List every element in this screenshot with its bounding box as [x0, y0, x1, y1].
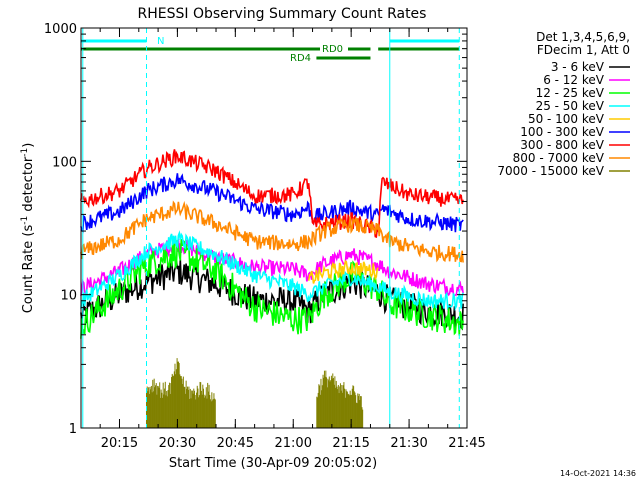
y-tick-label: 1	[69, 422, 77, 437]
y-tick-label: 100	[52, 155, 77, 170]
y-tick-label: 10	[60, 289, 77, 304]
legend-entry-label: 7000 - 15000 keV	[497, 164, 604, 178]
x-axis: 20:15 20:30 20:45 21:00 21:15 21:30 21:45	[99, 28, 486, 451]
legend-entry-label: 3 - 6 keV	[551, 60, 605, 74]
x-tick-label: 20:15	[101, 436, 138, 451]
flag-label-n-bg	[155, 34, 167, 46]
x-tick-label: 21:00	[275, 436, 312, 451]
legend-entry-label: 50 - 100 keV	[528, 112, 605, 126]
time-markers	[82, 28, 460, 428]
series-lines	[80, 149, 464, 428]
y-axis-label-sup: -1	[20, 148, 30, 157]
series-line	[80, 230, 464, 312]
flag-label-rd0-bg	[320, 42, 348, 54]
y-axis-label-part: )	[21, 143, 36, 148]
legend-entry-label: 6 - 12 keV	[543, 73, 605, 87]
x-axis-label: Start Time (30-Apr-09 20:05:02)	[169, 456, 377, 471]
flag-label-n: N	[157, 36, 164, 47]
x-tick-label: 21:45	[448, 436, 485, 451]
series-line	[80, 149, 464, 238]
y-axis-label-sup: -1	[20, 216, 30, 225]
flag-bars: N RD0 RD4	[80, 34, 460, 64]
x-tick-label: 20:45	[217, 436, 254, 451]
flag-label-rd0: RD0	[322, 44, 343, 55]
legend-entry-label: 300 - 800 keV	[520, 138, 604, 152]
legend-entry-label: 12 - 25 keV	[536, 86, 605, 100]
series-line	[80, 200, 464, 263]
legend-entry-label: 100 - 300 keV	[520, 125, 604, 139]
y-axis-label-part: detector	[21, 156, 36, 216]
y-axis-label-part: Count Rate (s	[21, 225, 36, 314]
y-axis-label: Count Rate (s-1 detector-1)	[20, 143, 36, 314]
flag-label-rd4-bg	[288, 51, 316, 63]
x-tick-label: 21:30	[390, 436, 427, 451]
plot-frame	[80, 27, 468, 429]
legend-header-line: FDecim 1, Att 0	[537, 43, 630, 57]
legend: Det 1,3,4,5,6,9, FDecim 1, Att 0 3 - 6 k…	[497, 30, 630, 178]
flag-label-rd4: RD4	[290, 53, 311, 64]
chart-title: RHESSI Observing Summary Count Rates	[138, 6, 427, 22]
generation-timestamp: 14-Oct-2021 14:36	[560, 469, 636, 478]
y-axis: 1 10 100 1000	[44, 22, 467, 437]
x-tick-label: 20:30	[159, 436, 196, 451]
legend-entry-label: 800 - 7000 keV	[513, 151, 605, 165]
series-line	[307, 259, 379, 284]
x-tick-label: 21:15	[332, 436, 369, 451]
y-tick-label: 1000	[44, 22, 77, 37]
legend-entry-label: 25 - 50 keV	[536, 99, 605, 113]
legend-header-line: Det 1,3,4,5,6,9,	[536, 30, 630, 44]
series-line	[80, 173, 464, 234]
